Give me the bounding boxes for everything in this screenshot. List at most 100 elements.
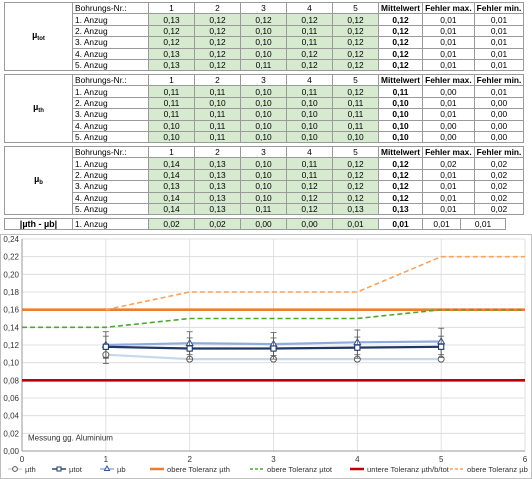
cell-value: 0,12 <box>332 58 379 72</box>
cell-value: 0,12 <box>332 85 379 98</box>
table-label: µb <box>4 145 73 216</box>
cell-value: 0,12 <box>286 202 333 216</box>
cell-value: 0,10 <box>148 130 195 144</box>
header-title: Bohrungs-Nr.: <box>72 1 149 15</box>
header-col: 3 <box>240 1 287 15</box>
y-tick-label: 0,06 <box>3 394 19 403</box>
row-name: 5. Anzug <box>72 58 149 72</box>
header-stat: Fehler min. <box>473 73 525 87</box>
row-name: 1. Anzug <box>72 85 149 98</box>
header-col: 2 <box>194 73 241 87</box>
header-col: 5 <box>332 145 379 159</box>
y-tick-label: 0,24 <box>3 235 19 244</box>
cell-value: 0,12 <box>148 36 195 49</box>
y-tick-label: 0,04 <box>3 412 19 421</box>
cell-value: 0,10 <box>286 119 333 132</box>
cell-stat: 0,10 <box>377 108 424 121</box>
cell-value: 0,12 <box>194 24 241 38</box>
table-row: 4. Anzug 0,14 0,13 0,10 0,12 0,12 0,12 0,01 0,02 <box>5 191 525 204</box>
cell-value: 0,10 <box>240 24 287 38</box>
cell-stat: 0,00 <box>422 85 475 98</box>
point-mu-tot <box>270 345 277 352</box>
cell-value: 0,13 <box>148 47 195 60</box>
cell-stat: 0,12 <box>377 180 424 193</box>
y-tick-label: 0,16 <box>3 306 19 315</box>
cell-value: 0,14 <box>148 168 195 182</box>
cell-value: 0,13 <box>194 180 241 193</box>
cell-stat: 0,01 <box>473 13 525 26</box>
cell-value: 0,14 <box>148 191 195 204</box>
cell-stat: 0,02 <box>473 202 525 216</box>
table-row: 5. Anzug 0,14 0,13 0,11 0,12 0,13 0,13 0,01 0,02 <box>5 202 525 216</box>
cell-value: 0,10 <box>332 130 379 144</box>
cell-stat: 0,02 <box>473 191 525 204</box>
legend-marker <box>103 464 111 471</box>
cell-stat: 0,01 <box>422 58 475 72</box>
table-row: 5. Anzug 0,13 0,12 0,11 0,12 0,12 0,12 0,01 0,01 <box>5 58 525 72</box>
row-name: 2. Anzug <box>72 24 149 38</box>
cell-value: 0,13 <box>194 202 241 216</box>
y-tick-label: 0,00 <box>3 447 19 456</box>
diff-table: |µth - µb| 1. Anzug 0,02 0,02 0,00 0,00 0,01 0,… <box>4 217 506 231</box>
cell-stat: 0,01 <box>422 36 475 49</box>
cell-stat: 0,12 <box>377 24 424 38</box>
cell-value: 0,13 <box>148 58 195 72</box>
cell-value: 0,12 <box>332 180 379 193</box>
cell-value: 0,12 <box>286 180 333 193</box>
cell-stat: 0,12 <box>377 191 424 204</box>
cell-value: 0,11 <box>332 119 379 132</box>
legend-label: obere Toleranz µtot <box>267 465 333 474</box>
cell-value: 0,11 <box>240 58 287 72</box>
y-tick-label: 0,22 <box>3 253 19 262</box>
legend-label: µb <box>117 465 126 474</box>
cell-stat: 0,01 <box>422 168 475 182</box>
row-name: 1. Anzug <box>72 217 149 231</box>
cell-value: 0,12 <box>286 47 333 60</box>
cell-value: 0,11 <box>286 24 333 38</box>
table-label-sub: tot <box>37 35 45 42</box>
row-name: 4. Anzug <box>72 119 149 132</box>
row-name: 3. Anzug <box>72 180 149 193</box>
cell-value: 0,14 <box>148 202 195 216</box>
cell-value: 0,13 <box>148 180 195 193</box>
cell-stat: 0,12 <box>377 58 424 72</box>
header-col: 4 <box>286 1 333 15</box>
row-name: 3. Anzug <box>72 36 149 49</box>
cell-value: 0,10 <box>240 130 287 144</box>
header-col: 2 <box>194 1 241 15</box>
cell-value: 0,10 <box>240 47 287 60</box>
cell-value: 0,10 <box>240 108 287 121</box>
cell-stat: 0,12 <box>377 13 424 26</box>
header-col: 5 <box>332 73 379 87</box>
cell-value: 0,10 <box>286 130 333 144</box>
table-row: 1. Anzug 0,13 0,12 0,12 0,12 0,12 0,12 0,01 0,01 <box>5 13 525 26</box>
cell-value: 0,13 <box>194 191 241 204</box>
cell-stat: 0,12 <box>377 36 424 49</box>
y-tick-label: 0,14 <box>3 323 19 332</box>
tolerance-line <box>22 308 525 329</box>
cell-value: 0,10 <box>240 157 287 170</box>
cell-value: 0,11 <box>194 130 241 144</box>
cell-value: 0,12 <box>194 13 241 26</box>
header-stat: Mittelwert <box>377 1 424 15</box>
header-row: µth Bohrungs-Nr.: 1 2 3 4 5 Mittelwert Fehler ma… <box>4 73 525 144</box>
header-stat: Fehler max. <box>422 1 475 15</box>
header-stat: Fehler min. <box>473 1 525 15</box>
cell-stat: 0,10 <box>377 130 424 144</box>
cell-value: 0,10 <box>286 108 333 121</box>
cell-value: 0,01 <box>332 217 379 231</box>
cell-value: 0,12 <box>332 157 379 170</box>
cell-value: 0,12 <box>332 168 379 182</box>
diff-row: |µth - µb| 1. Anzug 0,02 0,02 0,00 0,00 0,01 0,… <box>4 217 506 231</box>
header-col: 1 <box>148 73 195 87</box>
cell-stat: 0,02 <box>422 157 475 170</box>
cell-value: 0,10 <box>240 85 287 98</box>
header-row: µb Bohrungs-Nr.: 1 2 3 4 5 Mittelwert Fehler max… <box>4 145 525 216</box>
cell-value: 0,11 <box>148 108 195 121</box>
cell-value: 0,10 <box>148 119 195 132</box>
x-tick-label: 4 <box>355 455 360 464</box>
point-mu-tot <box>102 343 109 350</box>
cell-stat: 0,01 <box>422 191 475 204</box>
row-name: 2. Anzug <box>72 96 149 110</box>
cell-stat: 0,10 <box>377 96 424 110</box>
